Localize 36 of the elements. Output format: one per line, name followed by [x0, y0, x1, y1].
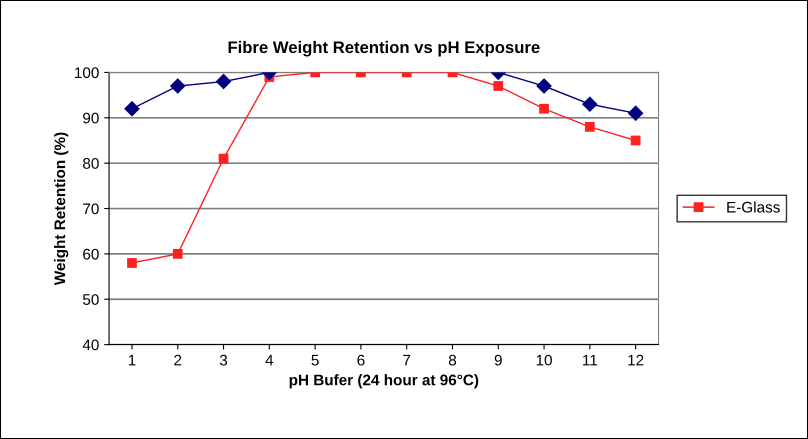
y-axis-title: Weight Retention (%)	[54, 132, 68, 286]
legend-label: E-Glass	[727, 201, 780, 213]
point	[218, 154, 228, 164]
x-tick-label: 12	[628, 354, 644, 366]
y-tick-label: 50	[82, 294, 99, 305]
point	[630, 136, 640, 146]
point	[584, 122, 595, 132]
point	[124, 101, 140, 116]
x-tick-label: 3	[220, 354, 228, 366]
point	[539, 104, 549, 114]
x-tick-label: 8	[448, 354, 456, 366]
x-tick-label: 9	[494, 354, 502, 366]
point	[170, 78, 186, 94]
y-tick-label: 60	[83, 248, 99, 260]
point	[493, 81, 504, 91]
y-tick-label: 90	[83, 112, 99, 124]
x-tick-label: 1	[128, 354, 136, 366]
x-tick-label: 5	[311, 354, 319, 366]
x-tick-label: 4	[265, 354, 274, 366]
point	[582, 96, 598, 112]
point	[628, 106, 644, 121]
point	[172, 249, 183, 259]
y-tick-label: 70	[83, 203, 99, 214]
point	[536, 78, 552, 94]
x-tick-label: 2	[174, 354, 182, 366]
x-axis-title: pH Bufer (24 hour at 96°C)	[290, 374, 478, 388]
y-tick-label: 80	[83, 158, 99, 169]
y-tick-label: 100	[75, 67, 99, 78]
point	[216, 74, 232, 90]
x-tick-label: 10	[536, 354, 552, 366]
x-tick-label: 7	[403, 354, 410, 366]
point	[127, 258, 137, 268]
x-tick-label: 6	[357, 354, 364, 366]
y-tick-label: 40	[82, 339, 99, 350]
x-tick-label: 11	[583, 354, 598, 366]
chart-title: Fibre Weight Retention vs pH Exposure	[228, 40, 540, 57]
